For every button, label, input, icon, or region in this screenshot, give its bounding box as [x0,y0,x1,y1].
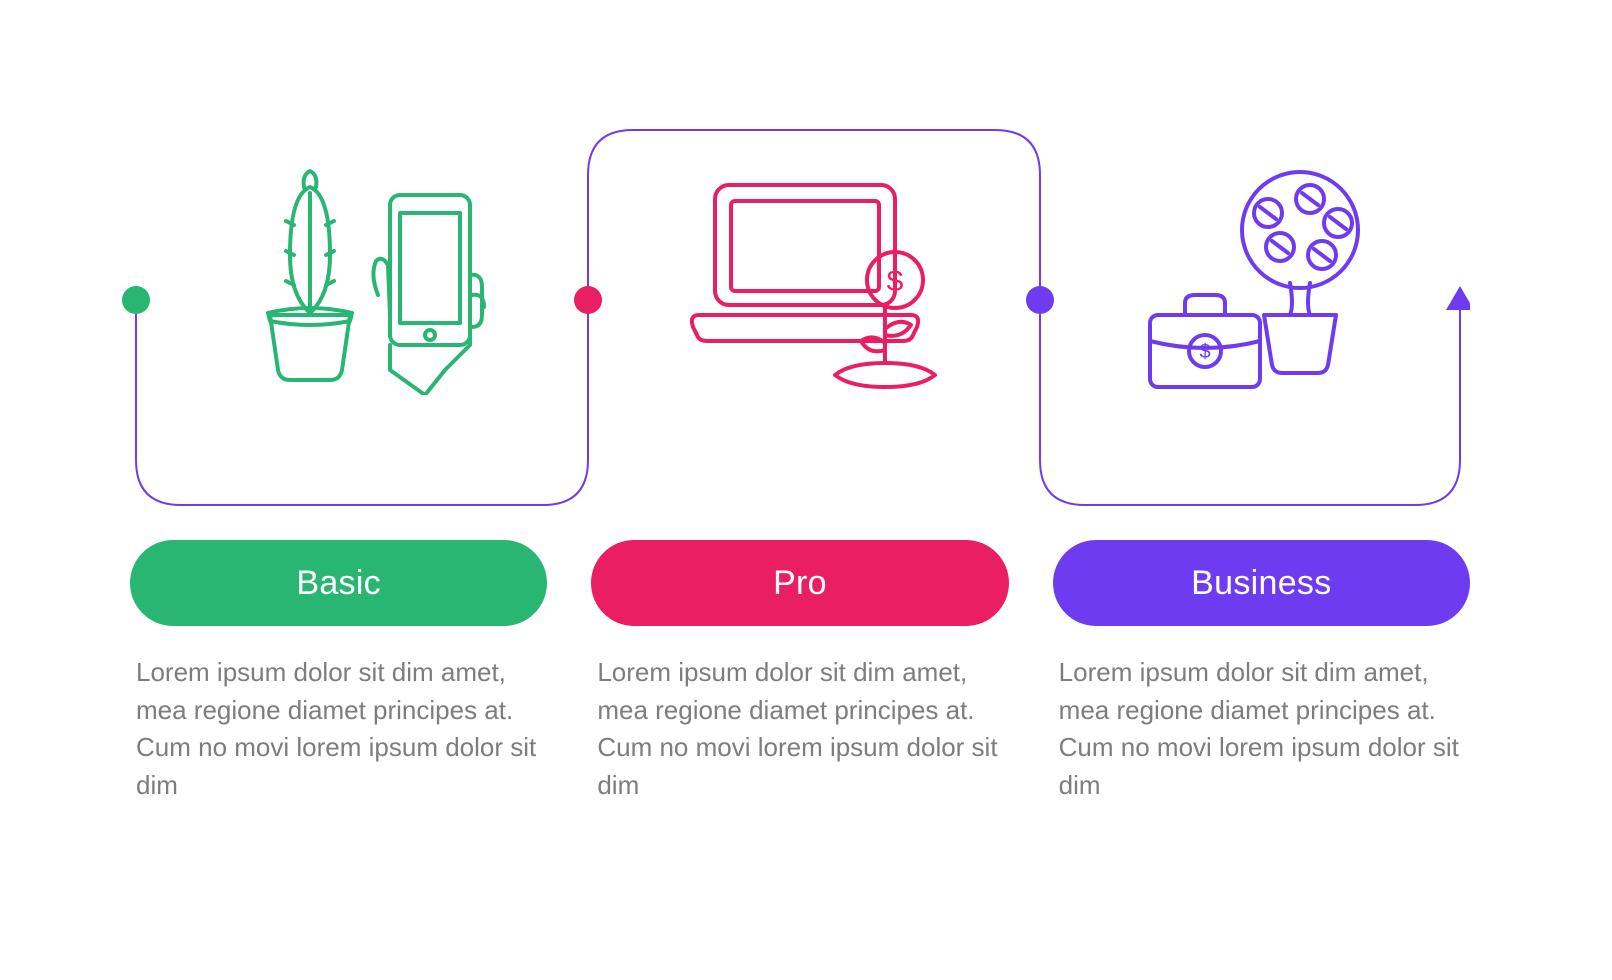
tier-dot-pro [574,286,602,314]
tier-dot-business [1026,286,1054,314]
tiers-row: Basic Lorem ipsum dolor sit dim amet, me… [130,540,1470,805]
tier-label: Basic [296,564,381,603]
svg-text:$: $ [887,265,904,298]
tier-icon-business: $ [1130,160,1390,400]
tier-label: Pro [773,564,827,603]
tier-pill-pro: Pro [591,540,1008,626]
tier-dot-basic [122,286,150,314]
tier-description: Lorem ipsum dolor sit dim amet, mea regi… [130,654,547,805]
tier-description: Lorem ipsum dolor sit dim amet, mea regi… [591,654,1008,805]
tier-icon-pro: $ [685,160,945,400]
tier-description: Lorem ipsum dolor sit dim amet, mea regi… [1053,654,1470,805]
tier-pill-business: Business [1053,540,1470,626]
tier-business: Business Lorem ipsum dolor sit dim amet,… [1053,540,1470,805]
tier-basic: Basic Lorem ipsum dolor sit dim amet, me… [130,540,547,805]
tier-pro: Pro Lorem ipsum dolor sit dim amet, mea … [591,540,1008,805]
tier-icon-basic [240,160,500,400]
svg-text:$: $ [1199,341,1210,363]
tier-pill-basic: Basic [130,540,547,626]
tier-label: Business [1191,564,1331,603]
